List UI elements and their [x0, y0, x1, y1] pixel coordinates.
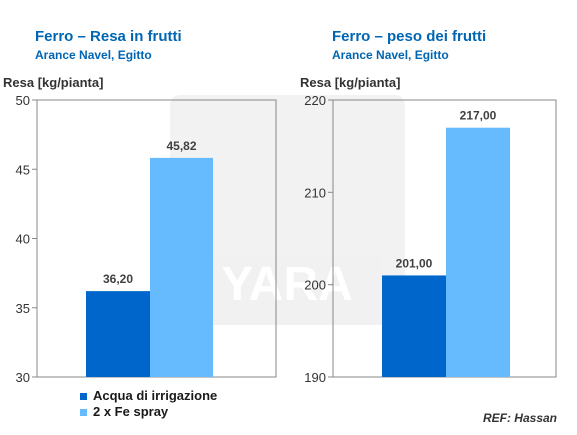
chart-2-subtitle: Arance Navel, Egitto — [332, 48, 449, 62]
bar-fe-spray — [150, 157, 213, 377]
chart-1-y-axis-label: Resa [kg/pianta] — [3, 75, 104, 90]
bar-data-label: 45,82 — [166, 139, 196, 153]
chart-2-peso-dei-frutti: 190 200 210 220 201,00 217,00 — [304, 93, 557, 385]
y-tick-label: 190 — [304, 370, 326, 385]
bar-data-label: 217,00 — [460, 109, 497, 123]
bar-acqua-di-irrigazione — [382, 275, 446, 377]
bar-data-label: 36,20 — [103, 272, 133, 286]
chart-1-subtitle: Arance Navel, Egitto — [35, 48, 152, 62]
y-tick-label: 220 — [304, 93, 326, 108]
y-tick-label: 30 — [16, 370, 30, 385]
legend-label: Acqua di irrigazione — [93, 388, 218, 403]
legend-swatch-light-blue — [80, 409, 87, 417]
y-tick-label: 35 — [16, 301, 30, 316]
bar-fe-spray — [446, 127, 510, 377]
reference-note: REF: Hassan — [482, 411, 557, 425]
bar-data-label: 201,00 — [396, 256, 433, 270]
y-tick-label: 40 — [16, 232, 30, 247]
chart-1-resa-in-frutti: 30 35 40 45 50 36,20 45,82 — [16, 93, 277, 385]
chart-2-title: Ferro – peso dei frutti — [332, 28, 487, 45]
legend-label: 2 x Fe spray — [93, 404, 169, 419]
legend-swatch-dark-blue — [80, 393, 87, 401]
yara-watermark-logo: YARA — [170, 95, 405, 325]
chart-2-y-axis-label: Resa [kg/pianta] — [300, 75, 401, 90]
bar-acqua-di-irrigazione — [86, 291, 150, 377]
chart-1-title: Ferro – Resa in frutti — [35, 28, 182, 45]
y-tick-label: 210 — [304, 185, 326, 200]
legend-item-fe-spray: 2 x Fe spray — [80, 404, 168, 419]
legend-item-acqua-di-irrigazione: Acqua di irrigazione — [80, 388, 217, 403]
y-tick-label: 50 — [16, 93, 30, 108]
y-tick-label: 45 — [16, 162, 30, 177]
y-tick-label: 200 — [304, 278, 326, 293]
